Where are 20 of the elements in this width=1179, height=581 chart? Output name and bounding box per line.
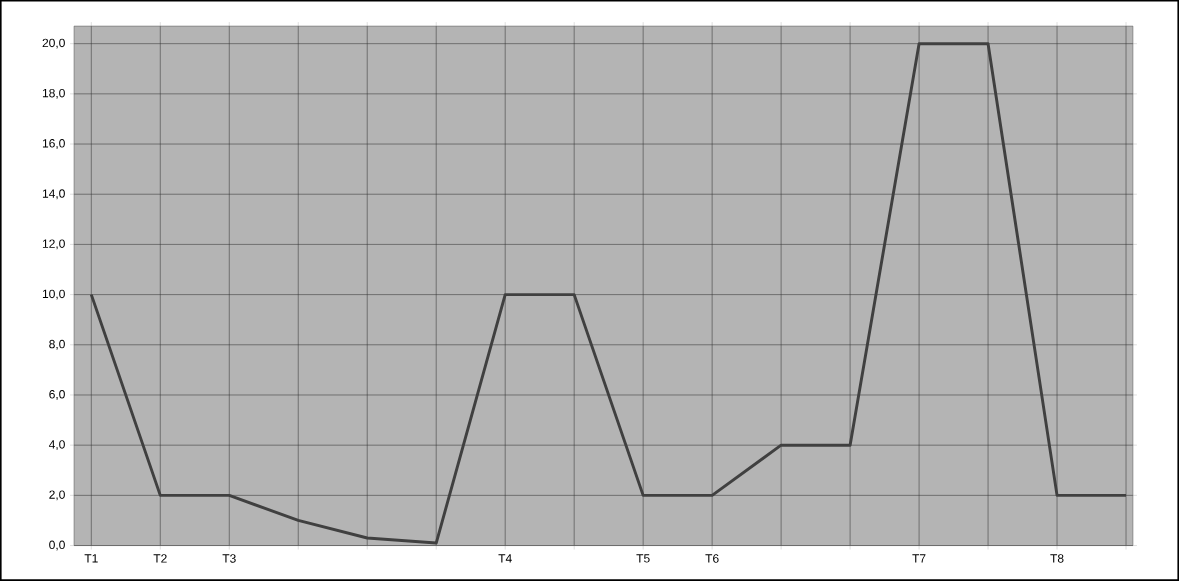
line-series bbox=[89, 42, 1128, 545]
x-tick-label: T8 bbox=[1050, 554, 1064, 563]
y-tick-label: 0,0 bbox=[49, 540, 65, 551]
y-tick-label: 18,0 bbox=[42, 88, 65, 99]
y-tick-label: 8,0 bbox=[49, 339, 65, 350]
y-tick-label: 6,0 bbox=[49, 390, 65, 400]
y-tick-label: 14,0 bbox=[42, 189, 65, 200]
y-tick-label: 10,0 bbox=[42, 289, 65, 300]
x-tick-label: T4 bbox=[498, 554, 512, 563]
y-tick-label: 16,0 bbox=[42, 139, 65, 149]
x-tick-label: T1 bbox=[84, 554, 98, 563]
x-tick-label: T3 bbox=[222, 554, 236, 563]
y-tick-label: 2,0 bbox=[49, 490, 65, 501]
y-tick-label: 4,0 bbox=[48, 440, 65, 451]
x-tick-label: T5 bbox=[636, 554, 650, 563]
x-tick-label: T6 bbox=[705, 554, 719, 563]
x-tick-label: T7 bbox=[912, 554, 926, 563]
x-tick-label: T2 bbox=[153, 554, 167, 563]
y-tick-label: 12,0 bbox=[42, 239, 65, 250]
y-tick-label: 20,0 bbox=[42, 38, 65, 49]
